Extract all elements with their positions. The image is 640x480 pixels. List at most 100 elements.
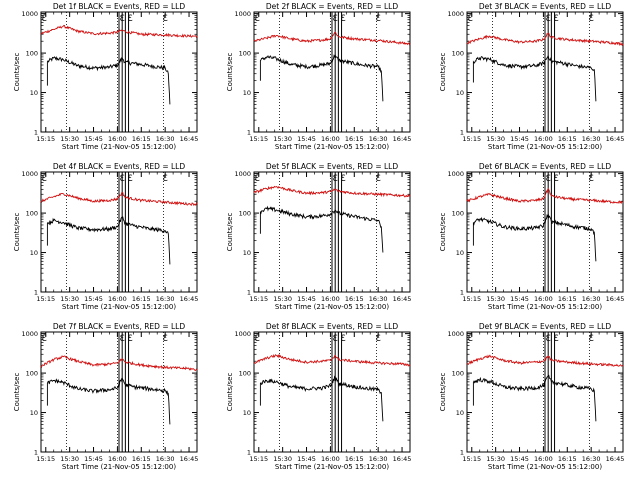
x-tick-label: 16:30: [582, 455, 601, 463]
x-tick-label: 16:00: [108, 295, 127, 303]
interval-marker-glyph: Ɛ: [376, 334, 381, 344]
interval-marker-glyph: Ɛ: [589, 174, 594, 184]
x-tick-label: 15:45: [510, 295, 529, 303]
y-tick-label: 1: [460, 449, 464, 457]
interval-marker-glyph: Ɛ: [341, 334, 346, 344]
x-tick-label: 15:45: [84, 455, 103, 463]
lld-series-line: [253, 185, 411, 198]
lld-series-line: [466, 32, 624, 47]
y-tick-label: 100: [239, 50, 251, 58]
x-axis-label: Start Time (21-Nov-05 15:12:00): [275, 463, 389, 471]
x-axis-label: Start Time (21-Nov-05 15:12:00): [62, 303, 176, 311]
lld-series-line: [253, 31, 411, 46]
interval-box: [331, 171, 336, 293]
x-tick-label: 15:30: [60, 135, 79, 143]
x-tick-label: 15:45: [510, 135, 529, 143]
x-tick-label: 16:45: [393, 135, 412, 143]
x-axis-label: Start Time (21-Nov-05 15:12:00): [62, 463, 176, 471]
x-tick-label: 15:15: [462, 455, 481, 463]
x-tick-label: 15:15: [462, 135, 481, 143]
x-tick-label: 16:15: [132, 455, 151, 463]
x-tick-label: 15:45: [297, 295, 316, 303]
x-axis-label: Start Time (21-Nov-05 15:12:00): [275, 143, 389, 151]
x-tick-label: 15:30: [273, 135, 292, 143]
x-tick-label: 16:45: [393, 295, 412, 303]
events-series-line: [259, 53, 384, 102]
interval-box: [124, 171, 130, 293]
chart-title: Det 5f BLACK = Events, RED = LLD: [266, 162, 399, 171]
interval-marker-glyph: Ɛ: [468, 14, 473, 24]
interval-box: [337, 171, 343, 293]
chart-title: Det 4f BLACK = Events, RED = LLD: [53, 162, 186, 171]
x-tick-label: 16:00: [321, 135, 340, 143]
chart-title: Det 9f BLACK = Events, RED = LLD: [479, 322, 612, 331]
y-tick-label: 10: [243, 409, 251, 417]
interval-box: [550, 11, 556, 133]
y-axis-label: Counts/sec: [439, 213, 447, 252]
y-tick-label: 10: [30, 409, 38, 417]
events-series-line: [472, 54, 597, 102]
y-tick-label: 1: [460, 129, 464, 137]
x-tick-label: 15:45: [297, 135, 316, 143]
x-tick-label: 16:15: [558, 295, 577, 303]
y-axis-label: Counts/sec: [13, 213, 21, 252]
x-tick-label: 15:30: [486, 455, 505, 463]
y-axis-label: Counts/sec: [439, 373, 447, 412]
chart-panel: Det 2f BLACK = Events, RED = LLD 1 10 100 10…: [226, 2, 411, 151]
y-tick-label: 1000: [21, 330, 38, 338]
x-tick-label: 15:15: [462, 295, 481, 303]
x-tick-label: 15:30: [273, 295, 292, 303]
y-tick-label: 10: [30, 89, 38, 97]
y-axis-label: Counts/sec: [226, 53, 234, 92]
interval-marker-glyph: Ɛ: [589, 14, 594, 24]
x-tick-label: 15:45: [297, 455, 316, 463]
y-tick-label: 1: [460, 289, 464, 297]
y-tick-label: 1000: [234, 330, 251, 338]
interval-marker-glyph: Ɛ: [120, 14, 125, 24]
chart-title: Det 3f BLACK = Events, RED = LLD: [479, 2, 612, 11]
x-tick-label: 16:45: [393, 455, 412, 463]
interval-marker-glyph: Ɛ: [128, 334, 133, 344]
interval-box: [124, 331, 130, 453]
interval-box: [544, 331, 549, 453]
x-tick-label: 15:15: [249, 135, 268, 143]
interval-marker-glyph: Ɛ: [42, 334, 47, 344]
y-tick-label: 1: [247, 289, 251, 297]
x-tick-label: 16:30: [369, 295, 388, 303]
x-tick-label: 16:00: [108, 135, 127, 143]
x-tick-label: 16:30: [156, 455, 175, 463]
interval-marker-glyph: Ɛ: [120, 174, 125, 184]
y-tick-label: 100: [452, 210, 464, 218]
interval-marker-glyph: Ɛ: [341, 174, 346, 184]
x-tick-label: 16:30: [156, 295, 175, 303]
y-tick-label: 100: [452, 50, 464, 58]
y-tick-label: 1000: [234, 170, 251, 178]
interval-marker-glyph: Ɛ: [163, 174, 168, 184]
x-tick-label: 15:30: [486, 135, 505, 143]
chart-panel: Det 9f BLACK = Events, RED = LLD 1 10 100 10…: [439, 322, 624, 471]
x-tick-label: 16:30: [369, 135, 388, 143]
interval-marker-glyph: Ɛ: [468, 334, 473, 344]
x-tick-label: 15:45: [84, 135, 103, 143]
interval-box: [550, 331, 556, 453]
chart-panel: Det 7f BLACK = Events, RED = LLD 1 10 100 10…: [13, 322, 198, 471]
x-tick-label: 16:15: [558, 455, 577, 463]
lld-series-line: [253, 353, 411, 367]
x-tick-label: 16:30: [369, 455, 388, 463]
y-tick-label: 100: [452, 370, 464, 378]
y-tick-label: 1: [34, 449, 38, 457]
interval-box: [544, 11, 549, 133]
x-tick-label: 16:30: [156, 135, 175, 143]
y-axis-label: Counts/sec: [226, 213, 234, 252]
y-tick-label: 100: [26, 50, 38, 58]
interval-box: [118, 11, 123, 133]
x-tick-label: 16:45: [606, 295, 625, 303]
interval-marker-glyph: Ɛ: [546, 334, 551, 344]
interval-marker-glyph: Ɛ: [120, 334, 125, 344]
chart-title: Det 2f BLACK = Events, RED = LLD: [266, 2, 399, 11]
interval-marker-glyph: Ɛ: [42, 174, 47, 184]
y-tick-label: 1000: [21, 170, 38, 178]
y-tick-label: 100: [26, 210, 38, 218]
events-series-line: [46, 377, 171, 425]
